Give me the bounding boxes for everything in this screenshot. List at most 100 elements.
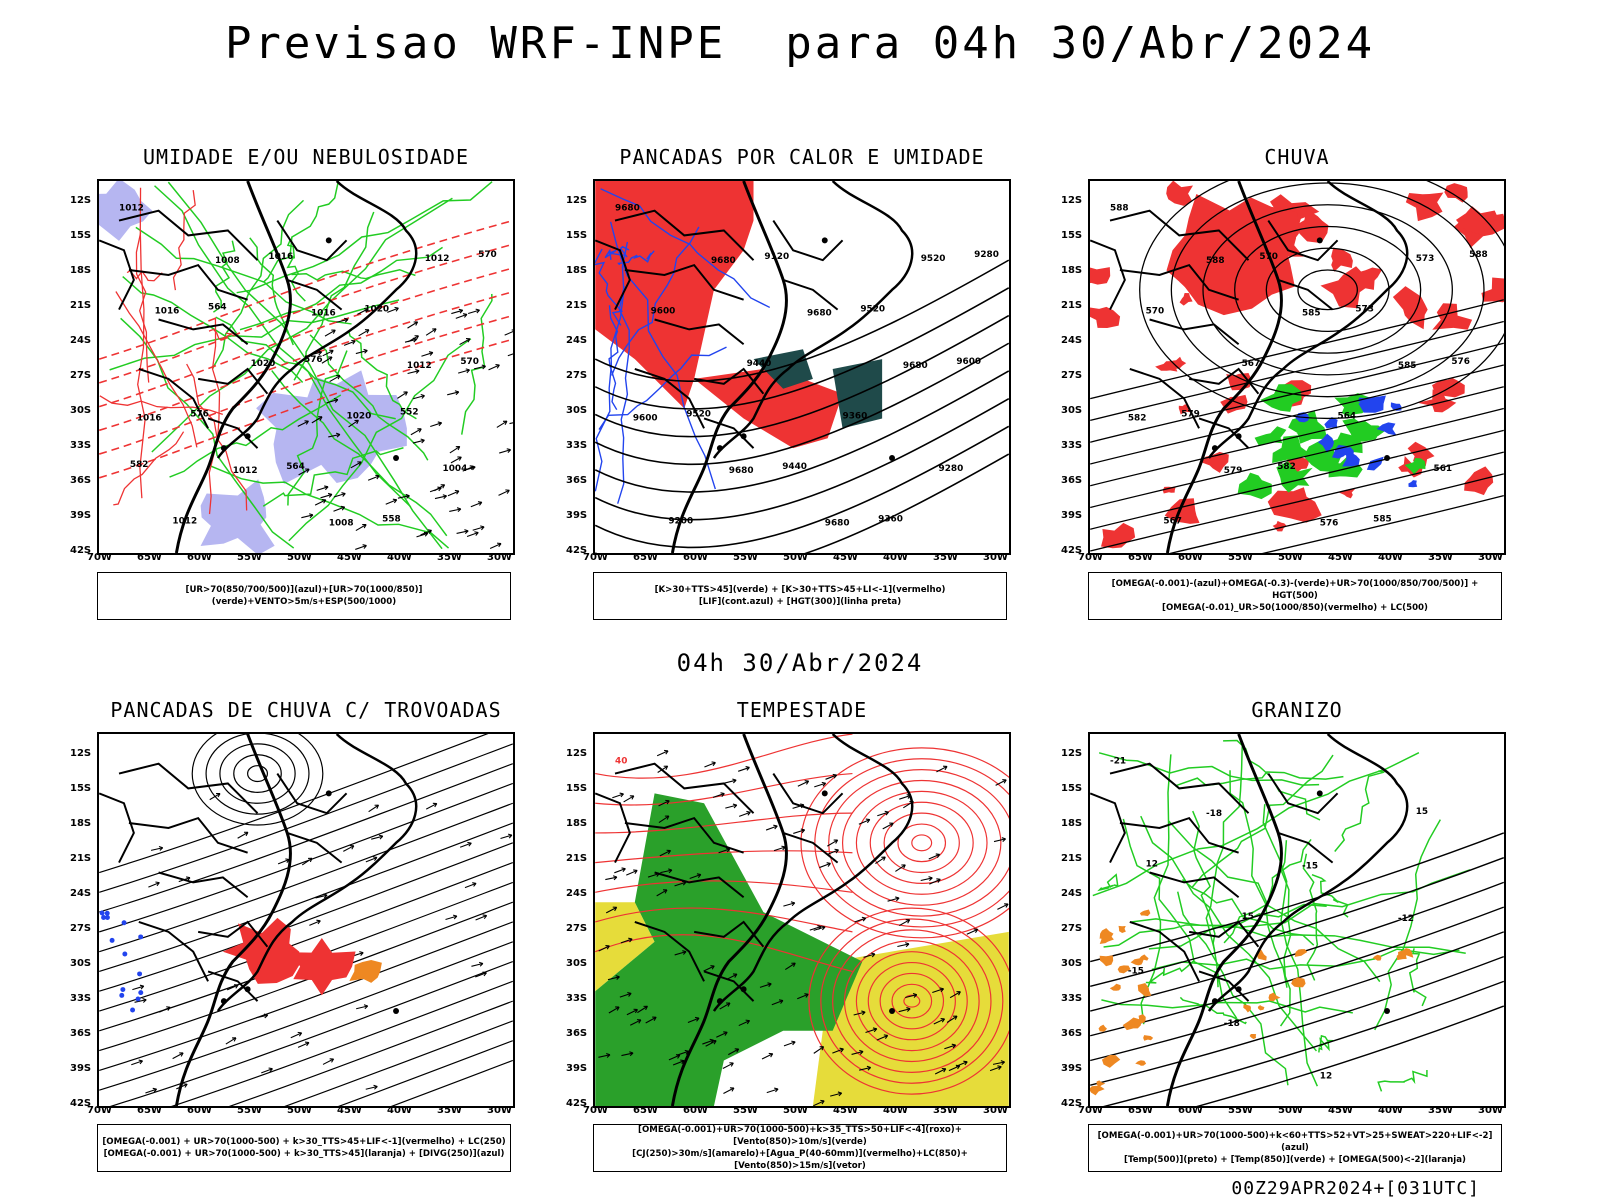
lon-tick-label: 60W	[1178, 1105, 1203, 1116]
contour-label: 570	[1259, 252, 1278, 262]
contour-label: 579	[1224, 466, 1243, 476]
weather-map: 9680 9680 9680 9680 9600 9680 9680 9520 9600 9440…	[595, 181, 1009, 553]
contour-label: 1016	[311, 309, 336, 319]
lon-tick-label: 40W	[883, 1105, 908, 1116]
lon-tick-label: 45W	[337, 1105, 362, 1116]
panel-title: PANCADAS POR CALOR E UMIDADE	[619, 145, 985, 169]
lat-tick-label: 21S	[566, 300, 588, 311]
panel-legend: [OMEGA(-0.001)-(azul)+OMEGA(-0.3)-(verde…	[1088, 572, 1502, 620]
lon-tick-label: 65W	[137, 552, 162, 563]
lon-tick-label: 30W	[983, 1105, 1008, 1116]
contour-label: -21	[1110, 757, 1126, 767]
contour-label: 576	[1320, 518, 1339, 528]
legend-line: [LIF](cont.azul) + [HGT(300)](linha pret…	[698, 597, 902, 607]
lat-tick-label: 42S	[70, 1098, 92, 1109]
legend-line: [OMEGA(-0.001)+UR>70(1000-500)+k<60+TTS>…	[1097, 1131, 1493, 1153]
lat-tick-label: 18S	[566, 265, 588, 276]
contour-label: 1012	[425, 254, 450, 264]
lat-tick-label: 15S	[1061, 230, 1083, 241]
lat-tick-label: 12S	[1061, 748, 1083, 759]
contour-label: 582	[1128, 413, 1147, 423]
panel-legend: [UR>70(850/700/500)](azul)+[UR>70(1000/8…	[97, 572, 511, 620]
lon-tick-label: 65W	[1128, 1105, 1153, 1116]
contour-label: 9280	[974, 250, 999, 260]
lat-tick-label: 18S	[1061, 265, 1083, 276]
legend-line: [OMEGA(-0.001) + UR>70(1000-500) + k>30_…	[102, 1137, 506, 1147]
panel-title: CHUVA	[1264, 145, 1330, 169]
lat-tick-label: 33S	[566, 440, 588, 451]
contour-label: 1008	[329, 518, 354, 528]
lon-tick-label: 40W	[387, 1105, 412, 1116]
lat-tick-label: 42S	[566, 1098, 588, 1109]
lon-tick-label: 60W	[187, 1105, 212, 1116]
lon-tick-label: 60W	[187, 552, 212, 563]
lon-tick-label: 60W	[683, 552, 708, 563]
contour-label: 12	[1320, 1071, 1332, 1081]
lat-tick-label: 27S	[566, 923, 588, 934]
lat-tick-label: 33S	[1061, 993, 1083, 1004]
main-title: Previsao WRF-INPE para 04h 30/Abr/2024	[224, 18, 1376, 69]
lon-tick-label: 35W	[1428, 552, 1453, 563]
lat-tick-label: 27S	[70, 370, 92, 381]
forecast-panel-chuva: CHUVA 588 588 585 585 582 579 576 573 570 567 564 56…	[1061, 145, 1506, 563]
map-frame: -21 -18 -15 -12 -15 -18 12 15 12 15	[1088, 732, 1506, 1108]
lat-tick-label: 39S	[566, 1063, 588, 1074]
lon-tick-label: 50W	[287, 1105, 312, 1116]
contour-label: 579	[1181, 409, 1200, 419]
lon-tick-label: 70W	[1078, 552, 1103, 563]
lat-tick-label: 15S	[1061, 783, 1083, 794]
contour-label: 9680	[825, 518, 850, 528]
panel-title: PANCADAS DE CHUVA C/ TROVOADAS	[110, 698, 502, 722]
lat-tick-label: 15S	[70, 230, 92, 241]
lon-tick-label: 55W	[1228, 552, 1253, 563]
lat-tick-label: 24S	[1061, 888, 1083, 899]
contour-label: 1012	[119, 204, 144, 214]
contour-label: 9440	[747, 359, 772, 369]
lon-tick-label: 40W	[1378, 552, 1403, 563]
contour-label: 570	[478, 250, 497, 260]
lat-tick-label: 42S	[566, 545, 588, 556]
lat-tick-label: 39S	[70, 510, 92, 521]
contour-label: 9600	[651, 307, 676, 317]
contour-label: 552	[400, 407, 419, 417]
lat-tick-label: 36S	[566, 1028, 588, 1039]
contour-label: 9600	[633, 413, 658, 423]
lat-tick-label: 21S	[70, 853, 92, 864]
lat-tick-label: 12S	[566, 195, 588, 206]
lat-tick-label: 30S	[566, 958, 588, 969]
lat-tick-label: 33S	[70, 440, 92, 451]
lat-tick-label: 24S	[566, 888, 588, 899]
lon-tick-label: 50W	[1278, 552, 1303, 563]
contour-label: 588	[1110, 204, 1129, 214]
contour-label: 558	[382, 514, 401, 524]
contour-label: 9520	[686, 409, 711, 419]
weather-map: 40	[595, 734, 1009, 1106]
contour-label: 9680	[807, 309, 832, 319]
lon-tick-label: 60W	[1178, 552, 1203, 563]
contour-label: 573	[1355, 305, 1374, 315]
contour-label: 585	[1373, 514, 1392, 524]
panel-legend: [K>30+TTS>45](verde) + [K>30+TTS>45+LI<-…	[593, 572, 1007, 620]
lon-tick-label: 70W	[583, 552, 608, 563]
lat-tick-label: 27S	[1061, 923, 1083, 934]
lat-tick-label: 36S	[1061, 1028, 1083, 1039]
contour-label: 576	[1451, 357, 1470, 367]
contour-label: 1012	[233, 466, 258, 476]
lat-tick-label: 36S	[70, 475, 92, 486]
contour-label: 9680	[615, 204, 640, 214]
contour-label: 9360	[878, 514, 903, 524]
lon-tick-label: 40W	[387, 552, 412, 563]
contour-label: 1016	[155, 307, 180, 317]
contour-label: 582	[130, 460, 149, 470]
lat-tick-label: 15S	[70, 783, 92, 794]
lon-tick-label: 30W	[983, 552, 1008, 563]
contour-label: -18	[1224, 1019, 1240, 1029]
lat-tick-label: 21S	[1061, 853, 1083, 864]
lon-tick-label: 50W	[1278, 1105, 1303, 1116]
contour-label: 570	[460, 357, 479, 367]
lat-tick-label: 30S	[1061, 405, 1083, 416]
contour-label: 9680	[729, 466, 754, 476]
lon-tick-label: 65W	[1128, 552, 1153, 563]
lat-tick-label: 42S	[1061, 545, 1083, 556]
lat-tick-label: 27S	[1061, 370, 1083, 381]
